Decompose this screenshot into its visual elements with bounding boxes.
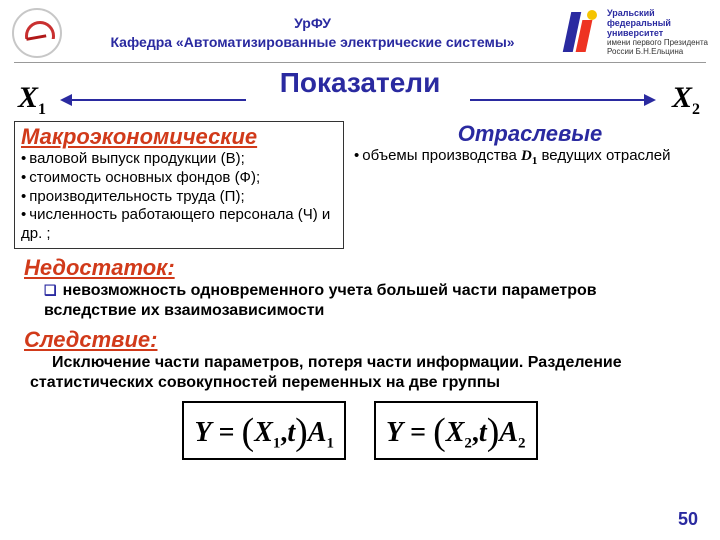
consequence-body: Исключение части параметров, потеря част… <box>24 353 696 393</box>
industry-title: Отраслевые <box>354 121 706 147</box>
list-item: производительность труда (П); <box>21 188 337 207</box>
arrow-left-line <box>70 99 246 101</box>
header-line1: УрФУ <box>62 14 563 33</box>
variable-x1: X1 <box>18 81 46 119</box>
header-divider <box>14 62 706 63</box>
macro-list: валовой выпуск продукции (В); стоимость … <box>21 150 337 244</box>
header-text: УрФУ Кафедра «Автоматизированные электри… <box>62 14 563 52</box>
variable-x2: X2 <box>672 81 700 119</box>
page-number: 50 <box>678 509 698 530</box>
formulas-row: Y = (X1,t)A1 Y = (X2,t)A2 <box>0 401 720 461</box>
square-bullet-icon <box>44 282 63 299</box>
drawback-section: Недостаток: невозможность одновременного… <box>0 249 720 321</box>
arrow-right-line <box>470 99 646 101</box>
list-item: стоимость основных фондов (Ф); <box>21 169 337 188</box>
header-line2: Кафедра «Автоматизированные электрически… <box>62 33 563 52</box>
arrow-right-icon <box>644 94 656 106</box>
dept-logo-icon <box>12 8 62 58</box>
formula-2: Y = (X2,t)A2 <box>374 401 538 461</box>
drawback-body: невозможность одновременного учета больш… <box>24 281 696 321</box>
industry-list: объемы производства D1 ведущих отраслей <box>354 147 706 169</box>
consequence-section: Следствие: Исключение части параметров, … <box>0 321 720 393</box>
macro-title: Макроэкономические <box>21 124 337 150</box>
urfu-logo-icon <box>563 10 603 56</box>
list-item: объемы производства D1 ведущих отраслей <box>354 147 706 169</box>
slide-header: УрФУ Кафедра «Автоматизированные электри… <box>0 0 720 62</box>
urfu-logo: Уральский федеральный университет имени … <box>563 9 708 56</box>
formula-1: Y = (X1,t)A1 <box>182 401 346 461</box>
list-item: численность работающего персонала (Ч) и … <box>21 206 337 244</box>
main-title: Показатели <box>272 67 449 99</box>
urfu-logo-text: Уральский федеральный университет имени … <box>607 9 708 56</box>
two-columns: Макроэкономические валовой выпуск продук… <box>0 117 720 249</box>
drawback-title: Недостаток: <box>24 255 696 281</box>
consequence-title: Следствие: <box>24 327 696 353</box>
industry-column: Отраслевые объемы производства D1 ведущи… <box>354 121 706 249</box>
macro-column: Макроэкономические валовой выпуск продук… <box>14 121 344 249</box>
list-item: валовой выпуск продукции (В); <box>21 150 337 169</box>
